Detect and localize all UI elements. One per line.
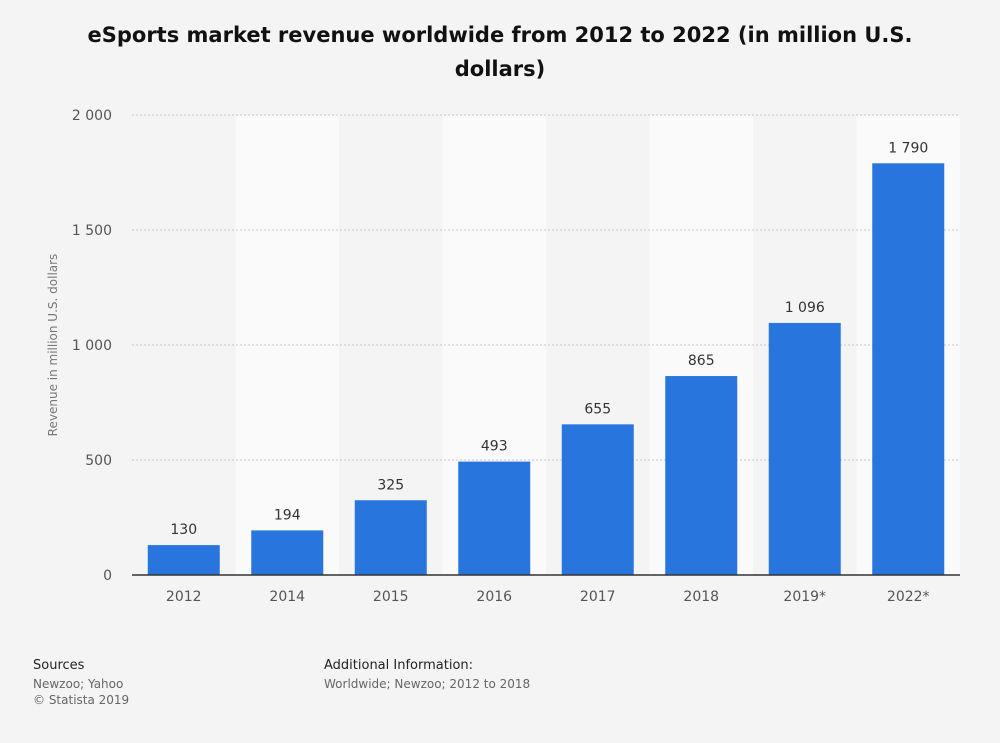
y-axis-ticks: 0 500 1 000 1 500 2 000 — [72, 108, 112, 584]
value-label-2022*: 1 790 — [888, 140, 928, 156]
copyright-text: © Statista 2019 — [33, 693, 130, 707]
bar-2014 — [251, 530, 324, 575]
x-tick-label-2017: 2017 — [580, 589, 616, 605]
bar-2017 — [561, 424, 634, 575]
additional-information-block: Additional Information: Worldwide; Newzo… — [324, 658, 530, 692]
x-tick-label-2012: 2012 — [166, 589, 202, 605]
value-label-2019*: 1 096 — [785, 300, 825, 316]
value-labels: 130 194 325 493 655 865 1 096 1 790 — [170, 140, 928, 538]
y-tick-label-4: 2 000 — [72, 108, 112, 124]
value-label-2012: 130 — [170, 522, 197, 538]
value-label-2017: 655 — [584, 401, 611, 417]
y-tick-label-0: 0 — [103, 568, 112, 584]
bar-2018 — [665, 376, 738, 575]
x-tick-label-2015: 2015 — [373, 589, 409, 605]
bar-2016 — [458, 461, 531, 575]
bars — [147, 163, 945, 576]
additional-information-heading: Additional Information: — [324, 658, 474, 673]
x-tick-label-2018: 2018 — [683, 589, 719, 605]
x-tick-label-2019*: 2019* — [783, 589, 826, 605]
bar-chart: 0 500 1 000 1 500 2 000 130 194 325 493 655 865 1 … — [46, 108, 960, 605]
y-tick-label-3: 1 500 — [72, 223, 112, 239]
value-label-2015: 325 — [377, 477, 404, 493]
sources-text: Newzoo; Yahoo — [33, 677, 124, 691]
bar-2015 — [354, 500, 427, 575]
value-label-2016: 493 — [481, 439, 508, 455]
value-label-2014: 194 — [274, 507, 301, 523]
additional-information-text: Worldwide; Newzoo; 2012 to 2018 — [324, 677, 531, 691]
band-1 — [235, 115, 339, 575]
x-tick-label-2022*: 2022* — [887, 589, 930, 605]
value-label-2018: 865 — [688, 353, 715, 369]
sources-block: Sources Newzoo; Yahoo © Statista 2019 — [33, 658, 129, 708]
x-tick-label-2016: 2016 — [476, 589, 512, 605]
bar-2019* — [768, 322, 841, 575]
sources-heading: Sources — [33, 658, 85, 673]
y-tick-label-1: 500 — [85, 453, 112, 469]
x-tick-label-2014: 2014 — [269, 589, 305, 605]
chart-title: eSports market revenue worldwide from 20… — [87, 23, 913, 81]
x-axis-ticks: 2012 2014 2015 2016 2017 2018 2019* 2022* — [166, 589, 930, 605]
y-axis-label: Revenue in million U.S. dollars — [46, 254, 60, 437]
y-tick-label-2: 1 000 — [72, 338, 112, 354]
bar-2022* — [872, 163, 945, 576]
bar-2012 — [147, 545, 220, 575]
